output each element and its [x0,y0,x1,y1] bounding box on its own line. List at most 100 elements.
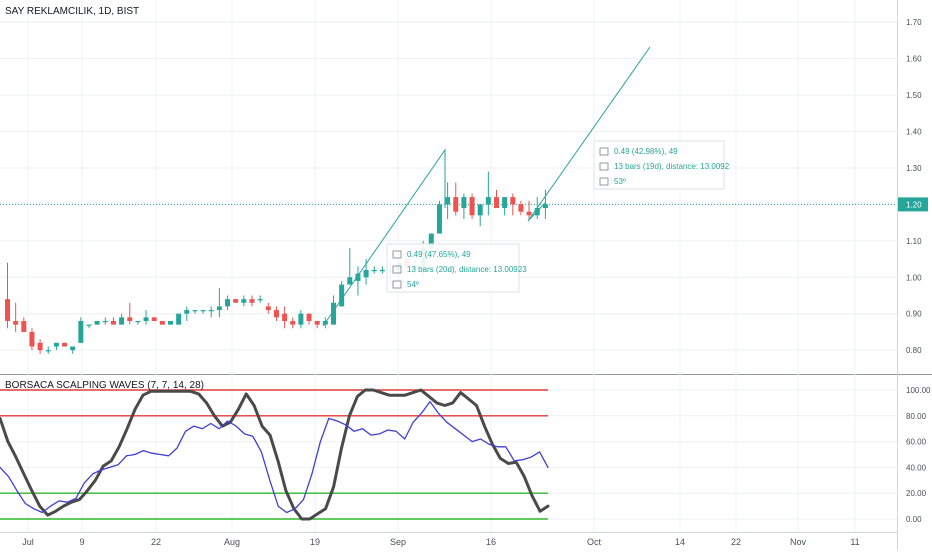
x-tick-label: Nov [790,537,807,547]
candle-body [371,269,377,272]
osc-tick-label: 0.00 [906,515,922,524]
candle-body [159,320,165,325]
x-tick-label: Jul [22,537,34,547]
candle-body [355,273,361,281]
candle-body [168,320,173,325]
candle-body [445,197,451,205]
candle-body [119,317,125,325]
candle-body [453,197,459,212]
candle-body [249,299,255,303]
x-tick-label: Aug [224,537,240,547]
candle-body [339,284,345,307]
price-tick-label: 1.10 [906,237,922,246]
candle-body [510,197,516,205]
candle-body [225,299,231,307]
price-tick-label: 0.90 [906,310,922,319]
indicator-title: BORSACA SCALPING WAVES (7, 7, 14, 28) [5,380,204,391]
measure-label-1-icon [392,250,402,259]
x-tick-label: 22 [731,537,741,547]
candle-body [5,299,10,321]
measure-label-2-line: 13 bars (19d), distance: 13.0092 [614,162,730,171]
candle-body [526,211,532,216]
candle-body [143,317,149,321]
candle-body [257,299,263,301]
trendline-projection-1 [322,148,446,327]
x-tick-label: 14 [675,537,685,547]
price-tick-label: 1.60 [906,55,922,64]
candle-body [347,277,353,285]
candle-body [290,320,296,325]
candle-body [127,317,133,321]
candle-body [233,299,239,303]
candle-body [62,342,68,347]
candle-body [502,197,508,209]
candle-body [78,320,84,343]
measure-label-1-box [386,243,520,293]
osc-tick-label: 100.00 [906,386,931,395]
candle-body [86,324,92,326]
measure-label-1: 0.49 (47.65%), 49 13 bars (20d), distance… [386,243,527,293]
x-tick-label: 9 [79,537,84,547]
trendline-projection-2 [527,46,651,222]
symbol-title: SAY REKLAMCILIK, 1D, BIST [5,6,140,17]
price-tick-label: 1.50 [906,91,922,100]
price-tick-label: 0.80 [906,346,922,355]
candle-body [436,204,442,234]
measure-label-1-line: 0.49 (47.65%), 49 [407,250,471,259]
osc-tick-label: 20.00 [906,489,927,498]
candle-body [176,313,182,325]
candle-body [477,204,483,216]
measure-label-1-line: 13 bars (20d), distance: 13.00923 [407,265,527,274]
x-tick-label: 22 [151,537,161,547]
x-tick-label: 16 [486,537,496,547]
candle-body [45,350,51,352]
candle-body [314,320,320,325]
candle-body [428,233,434,249]
measure-label-2-icon [599,147,609,156]
candle-body [184,310,190,314]
candle-body [208,310,214,312]
candle-body [102,320,108,323]
osc-tick-label: 80.00 [906,412,927,421]
candle-body [37,342,43,351]
candle-body [135,320,141,323]
candle-body [200,310,206,312]
measure-label-2-line: 53º [614,177,626,186]
measure-label-1-icon [392,280,402,289]
candle-body [273,310,279,318]
x-tick-label: Oct [587,537,602,547]
candle-body [94,320,100,325]
candle-body [241,299,247,303]
price-tick-label: 1.70 [906,18,922,27]
x-tick-label: 19 [310,537,320,547]
candle-body [379,269,385,272]
candle-body [70,346,76,351]
candle-body [542,204,548,209]
last-price-badge [898,197,928,212]
candle-body [151,317,157,321]
candle-body [298,313,304,325]
candle-body [13,320,19,325]
candle-body [518,204,524,212]
last-price-label: 1.20 [906,200,922,209]
x-tick-label: 11 [850,537,859,547]
candle-body [53,342,59,347]
candle-body [306,313,312,321]
candle-body [265,306,271,311]
measure-label-2-line: 0.49 (42.98%), 49 [614,147,678,156]
measure-label-2: 0.49 (42.98%), 49 13 bars (19d), distance… [593,140,730,190]
candle-body [469,197,475,216]
candle-body [29,331,35,347]
osc-tick-label: 60.00 [906,438,927,447]
measure-label-2-icon [599,177,609,186]
measure-label-2-icon [599,162,609,171]
candle-body [216,306,222,311]
candle-body [21,320,27,332]
candle-body [363,269,369,278]
candle-body [331,302,336,325]
candle-body [494,197,499,209]
measure-label-1-icon [392,265,402,274]
price-tick-label: 1.00 [906,273,922,282]
